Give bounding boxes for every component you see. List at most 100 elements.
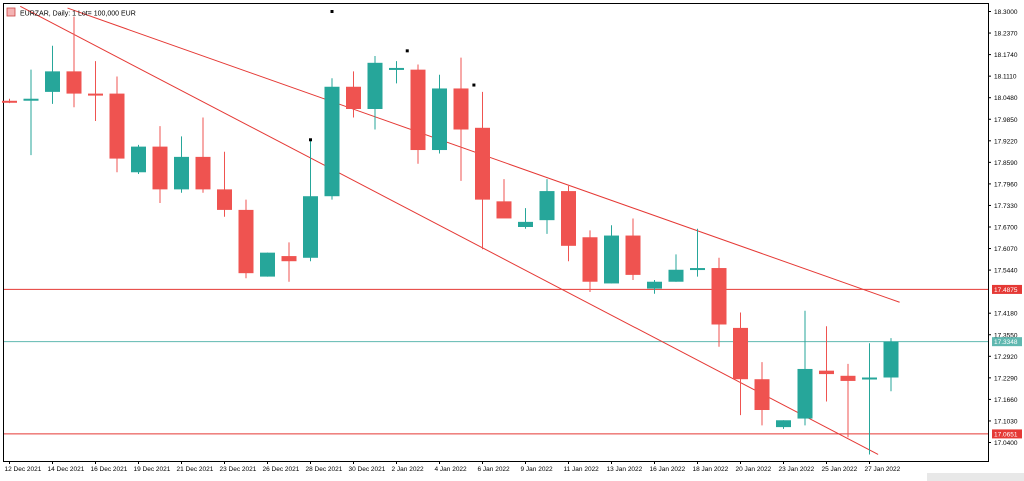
candle-up <box>690 228 705 277</box>
price-label: 17.0651 <box>994 431 1018 438</box>
candle-down <box>582 230 598 292</box>
channel-anchor-points <box>309 10 476 142</box>
candle-up <box>883 338 899 392</box>
candle-down <box>66 16 82 108</box>
horizontal-lines <box>4 288 988 435</box>
candle-body <box>754 379 770 411</box>
candle-body <box>539 191 555 221</box>
x-tick-label: 12 Dec 2021 <box>5 466 42 473</box>
x-tick-label: 13 Jan 2022 <box>607 466 643 473</box>
candle-down <box>453 57 469 181</box>
candle-down <box>625 218 641 281</box>
x-tick-label: 30 Dec 2021 <box>349 466 386 473</box>
x-tick-label: 6 Jan 2022 <box>478 466 511 473</box>
candle-body <box>152 146 168 190</box>
candle-body <box>131 146 146 173</box>
x-tick-label: 26 Dec 2021 <box>263 466 300 473</box>
candle-body <box>625 235 641 275</box>
candle-body <box>324 86 340 197</box>
candle-up <box>539 179 555 234</box>
anchor-point <box>309 138 312 142</box>
x-tick-label: 19 Dec 2021 <box>134 466 171 473</box>
candle-body <box>410 69 426 151</box>
y-tick-label: 18.1110 <box>994 74 1017 81</box>
candle-down <box>733 312 748 416</box>
candle-body <box>260 252 275 277</box>
candle-body <box>88 93 103 96</box>
anchor-point <box>330 10 334 13</box>
y-tick-label: 17.0400 <box>994 440 1018 447</box>
candle-body <box>389 67 404 70</box>
candle-body <box>432 88 447 151</box>
x-tick-label: 18 Jan 2022 <box>693 466 729 473</box>
candle-body <box>690 268 705 271</box>
price-label: 17.3348 <box>994 339 1018 346</box>
x-tick-label: 21 Dec 2021 <box>177 466 214 473</box>
candle-up <box>647 280 662 294</box>
candle-body <box>367 62 383 109</box>
candle-down <box>496 179 512 219</box>
candle-down <box>410 64 426 164</box>
candle-up <box>389 61 404 84</box>
chart-title: EURZAR, Daily: 1 Lot= 100,000 EUR <box>20 11 136 18</box>
candle-body <box>238 209 254 274</box>
candles <box>2 16 899 455</box>
candle-down <box>819 326 834 402</box>
candle-up <box>174 136 189 193</box>
candle-down <box>754 362 770 426</box>
candle-body <box>840 375 856 381</box>
candle-body <box>819 370 834 375</box>
candle-body <box>453 88 469 130</box>
candle-down <box>281 242 297 282</box>
candle-up <box>668 254 684 282</box>
candle-body <box>582 237 598 282</box>
channel-line <box>20 5 879 455</box>
candle-up <box>303 139 318 262</box>
plot-frame <box>3 3 989 462</box>
candle-body <box>561 191 576 246</box>
candle-body <box>23 98 39 101</box>
x-tick-label: 23 Jan 2022 <box>779 466 815 473</box>
candle-body <box>303 196 318 258</box>
candle-body <box>604 235 619 284</box>
candle-down <box>88 61 103 121</box>
y-tick-label: 17.4180 <box>994 311 1018 318</box>
candle-down <box>2 98 17 104</box>
candle-body <box>496 201 512 219</box>
candle-body <box>109 93 125 159</box>
candle-down <box>195 117 211 193</box>
scrollbar[interactable] <box>927 473 1024 481</box>
candle-body <box>281 256 297 262</box>
price-label-box <box>992 429 1022 439</box>
y-tick-label: 17.7960 <box>994 181 1018 188</box>
candle-up <box>367 55 383 130</box>
x-tick-label: 9 Jan 2022 <box>521 466 554 473</box>
candle-body <box>45 71 60 92</box>
candle-down <box>475 91 490 250</box>
y-tick-label: 18.1740 <box>994 52 1018 59</box>
candle-up <box>131 144 146 174</box>
candle-body <box>66 71 82 94</box>
candle-down <box>561 185 576 262</box>
candle-body <box>346 86 361 109</box>
x-tick-label: 2 Jan 2022 <box>392 466 425 473</box>
candle-down <box>109 76 125 173</box>
x-tick-label: 16 Dec 2021 <box>91 466 128 473</box>
candle-up <box>324 78 340 200</box>
y-tick-label: 17.1030 <box>994 418 1018 425</box>
candle-up <box>797 310 813 426</box>
instrument-icon <box>6 7 16 17</box>
x-tick-label: 28 Dec 2021 <box>306 466 343 473</box>
candle-body <box>647 281 662 289</box>
y-tick-label: 17.1660 <box>994 397 1018 404</box>
candle-down <box>840 363 856 438</box>
price-label-box <box>992 337 1022 347</box>
candle-up <box>518 208 533 229</box>
candle-up <box>776 420 791 429</box>
y-tick-label: 17.9220 <box>994 138 1018 145</box>
y-tick-label: 18.2370 <box>994 31 1018 38</box>
candle-down <box>711 257 727 347</box>
candle-body <box>883 341 899 378</box>
